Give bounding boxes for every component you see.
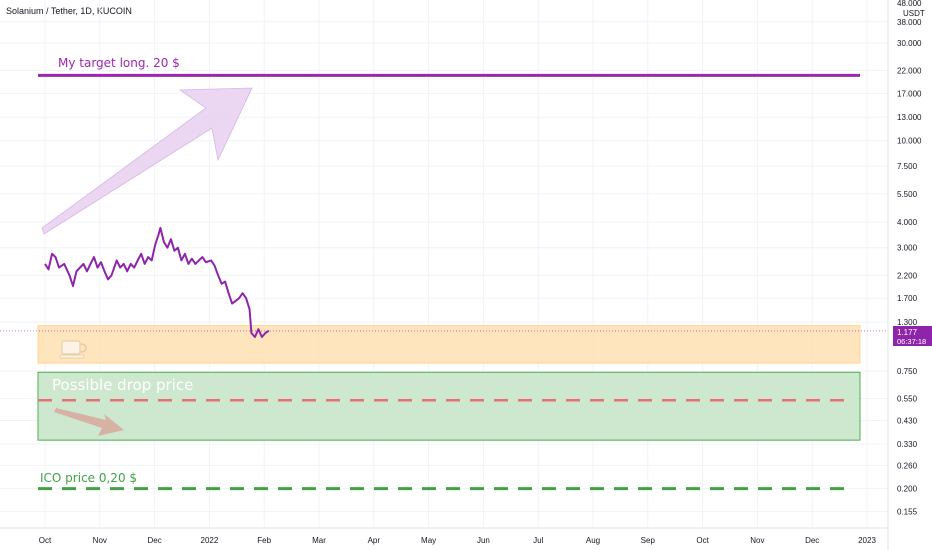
ico-annotation-label[interactable]: ICO price 0,20 $ bbox=[40, 471, 137, 485]
time-tick-label: Mar bbox=[312, 536, 326, 545]
price-tick-label: 0.155 bbox=[897, 507, 918, 516]
time-tick-label: Jun bbox=[477, 536, 490, 545]
time-tick-label: Oct bbox=[696, 536, 709, 545]
price-tick-label: 5.500 bbox=[897, 190, 918, 199]
arrow-up-right-icon[interactable] bbox=[41, 87, 253, 235]
drop-annotation-label[interactable]: Possible drop price bbox=[52, 376, 193, 394]
price-tick-label: 7.500 bbox=[897, 162, 918, 171]
time-tick-label: Oct bbox=[39, 536, 52, 545]
price-tick-label: 0.550 bbox=[897, 395, 918, 404]
time-tick-label: Jul bbox=[533, 536, 543, 545]
price-tick-label: 0.200 bbox=[897, 485, 918, 494]
price-tick-top-partial: 48.000 bbox=[897, 0, 922, 8]
time-tick-label: 2022 bbox=[201, 536, 219, 545]
price-tick-label: 10.000 bbox=[897, 137, 922, 146]
chart-symbol-label[interactable]: Solanium / Tether, 1D, KUCOIN bbox=[6, 6, 132, 16]
price-tick-label: 30.000 bbox=[897, 39, 922, 48]
possible-drop-zone[interactable] bbox=[37, 371, 861, 441]
time-tick-label: Aug bbox=[586, 536, 600, 545]
time-tick-label: Dec bbox=[805, 536, 819, 545]
time-tick-label: Nov bbox=[93, 536, 107, 545]
last-price-value: 1.177 bbox=[897, 328, 918, 337]
time-tick-label: Nov bbox=[750, 536, 764, 545]
price-tick-label: 0.330 bbox=[897, 440, 918, 449]
price-tick-label: 4.000 bbox=[897, 218, 918, 227]
time-tick-label: May bbox=[421, 536, 436, 545]
target-annotation-label[interactable]: My target long. 20 $ bbox=[58, 56, 180, 70]
price-currency-label: USDT bbox=[903, 9, 925, 18]
price-tick-label: 0.750 bbox=[897, 367, 918, 376]
price-tick-label: 0.430 bbox=[897, 417, 918, 426]
time-axis-ticks: Oct Nov Dec 2022 Feb Mar Apr May Jun Jul Aug Sep Oct… bbox=[39, 536, 877, 545]
coffee-cup-icon bbox=[59, 340, 87, 359]
price-tick-label: 22.000 bbox=[897, 66, 922, 75]
time-tick-label: Apr bbox=[368, 536, 381, 545]
price-tick-label: 1.300 bbox=[897, 318, 918, 327]
chart-grid bbox=[0, 0, 888, 528]
time-tick-label: Sep bbox=[641, 536, 656, 545]
price-tick-label: 13.000 bbox=[897, 113, 922, 122]
arrow-down-right-icon[interactable] bbox=[54, 408, 124, 436]
price-tick-label: 38.000 bbox=[897, 18, 922, 27]
price-tick-label: 0.260 bbox=[897, 461, 918, 470]
price-axis-ticks: 38.000 30.000 22.000 17.000 13.000 10.000 7.50… bbox=[897, 18, 922, 517]
last-price-countdown: 06:37:18 bbox=[897, 337, 926, 346]
price-series-line[interactable] bbox=[44, 226, 270, 338]
time-tick-label: 2023 bbox=[858, 536, 876, 545]
time-tick-label: Dec bbox=[147, 536, 161, 545]
orange-consolidation-zone[interactable] bbox=[37, 325, 861, 364]
price-tick-label: 1.700 bbox=[897, 294, 918, 303]
last-price-badge[interactable]: 1.177 06:37:18 bbox=[893, 326, 932, 346]
time-tick-label: Feb bbox=[257, 536, 271, 545]
price-tick-label: 3.000 bbox=[897, 244, 918, 253]
price-tick-label: 17.000 bbox=[897, 89, 922, 98]
price-tick-label: 2.200 bbox=[897, 271, 918, 280]
